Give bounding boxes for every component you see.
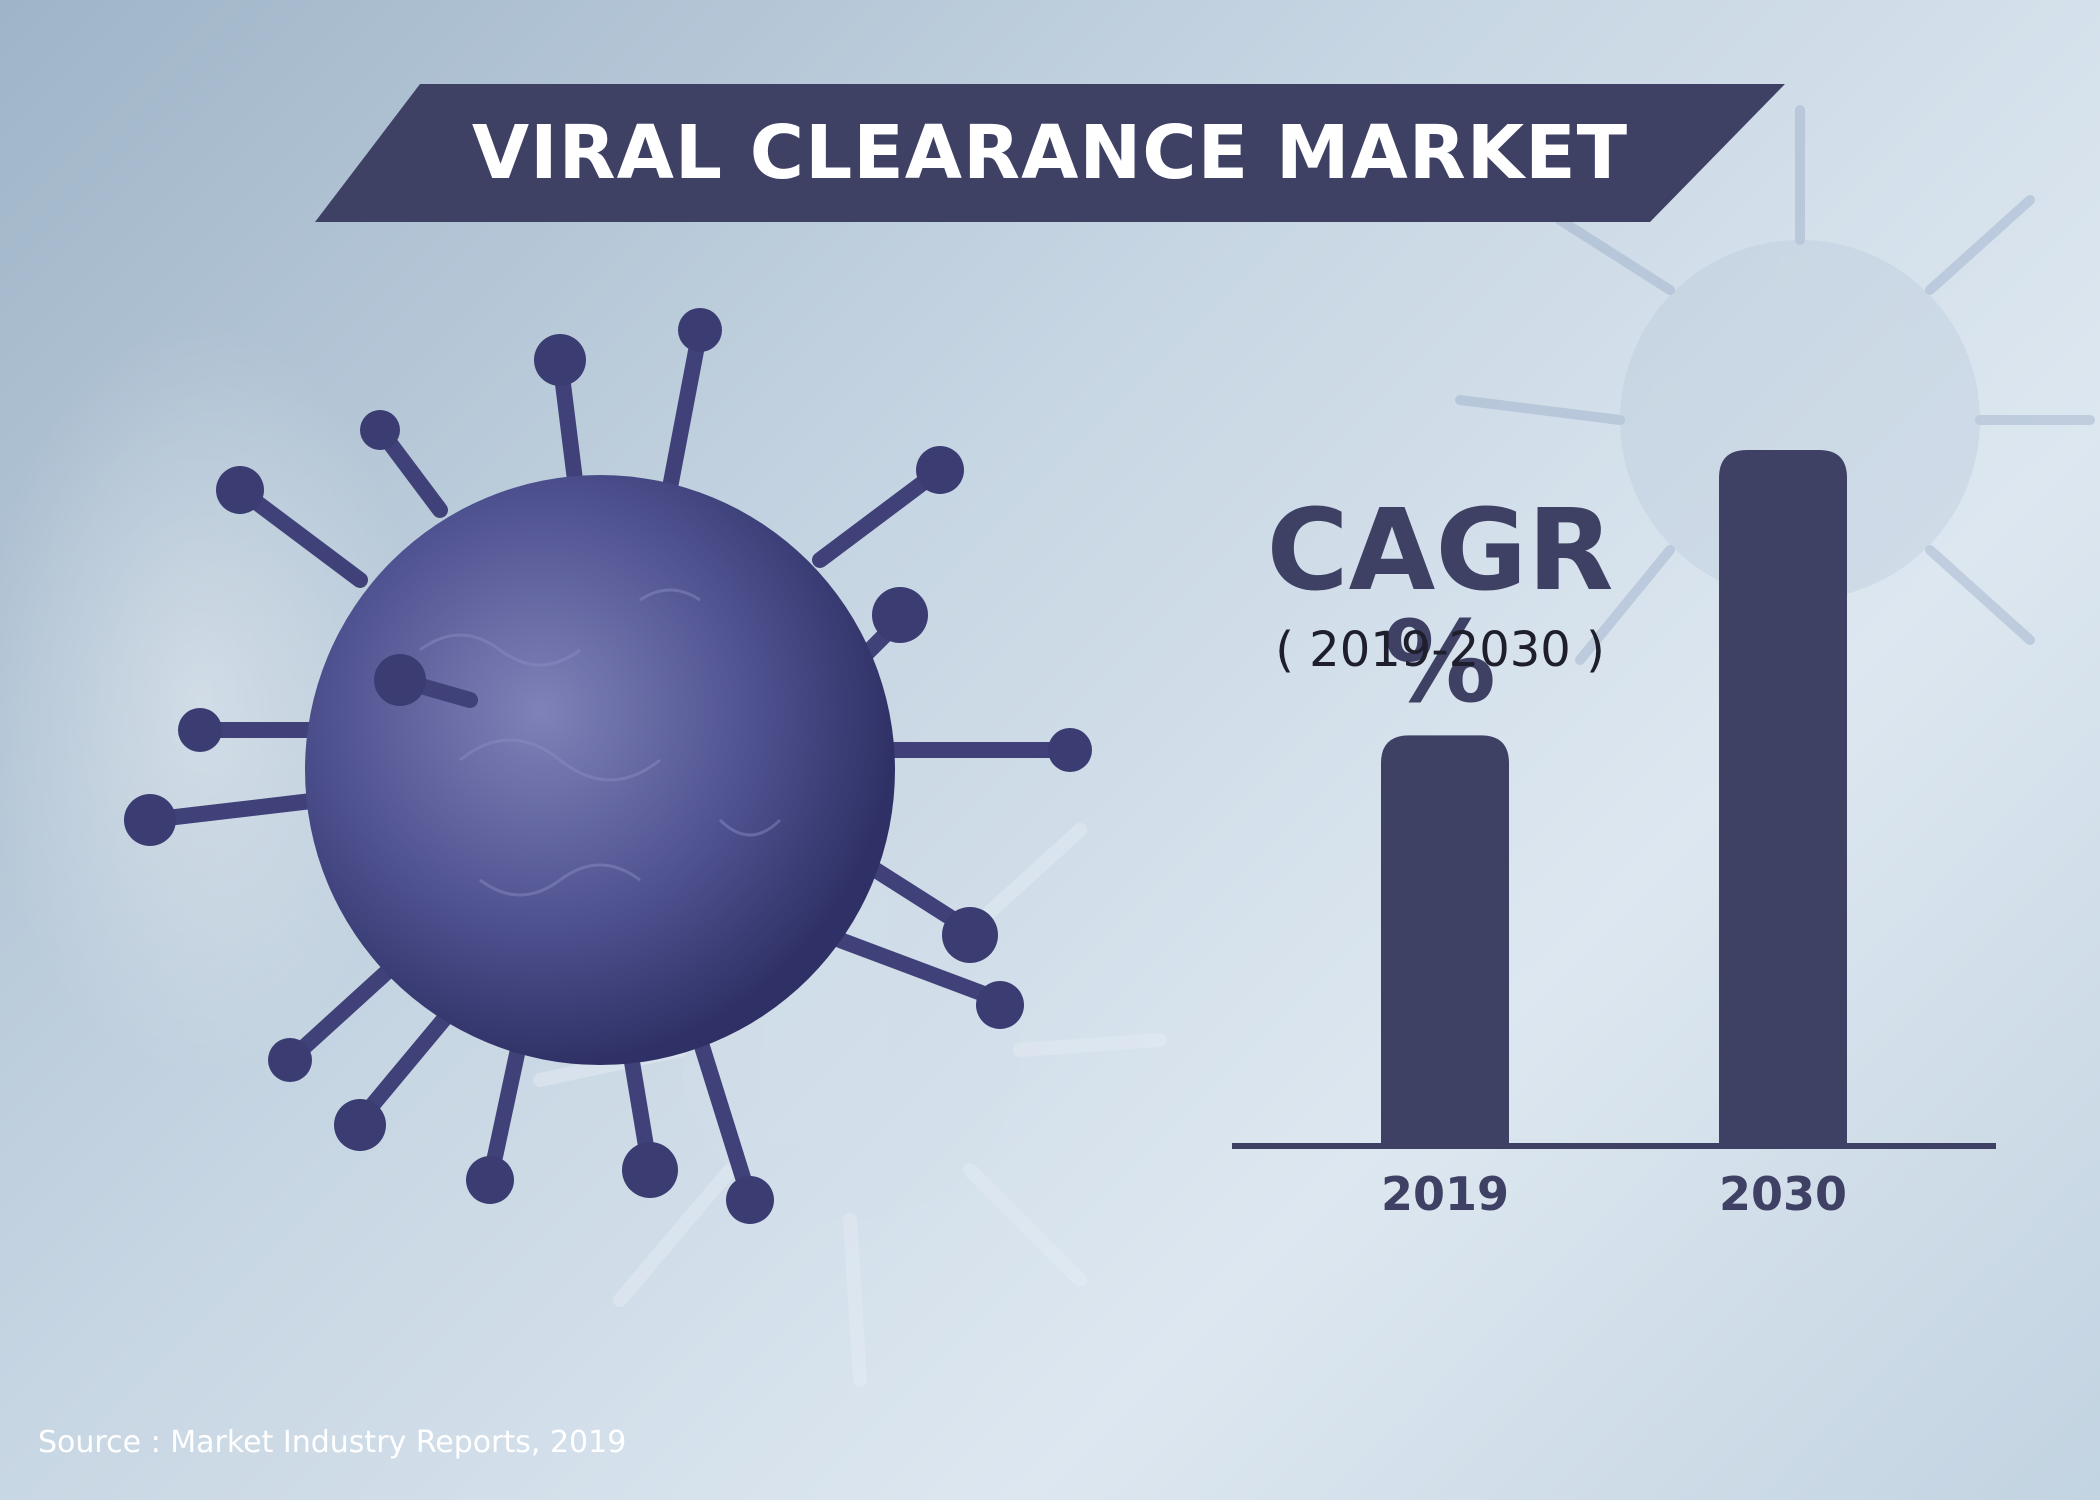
x-tick-label-2019: 2019 (1381, 1167, 1509, 1221)
cagr-heading: CAGR % (1266, 486, 1614, 728)
bar-2030 (1719, 450, 1847, 1146)
virus-texture (419, 588, 782, 897)
virus-body (305, 475, 895, 1065)
background-virus-right (1455, 105, 2095, 765)
x-tick-labels: 2019 2030 (1381, 1167, 1847, 1221)
virus-front-spike (374, 654, 478, 708)
bar-2019 (1381, 735, 1509, 1146)
virus-spike-tips (124, 308, 1092, 1224)
cagr-period: ( 2019-2030 ) (1275, 622, 1605, 678)
bars-group (1381, 450, 1847, 1146)
x-tick-label-2030: 2030 (1719, 1167, 1847, 1221)
page-title: VIRAL CLEARANCE MARKET (471, 110, 1629, 196)
source-note: Source : Market Industry Reports, 2019 (38, 1425, 627, 1460)
